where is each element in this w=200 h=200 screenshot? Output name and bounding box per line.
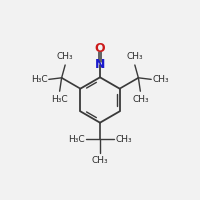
Text: H₃C: H₃C bbox=[31, 75, 47, 84]
Text: CH₃: CH₃ bbox=[92, 156, 108, 165]
Text: H₃C: H₃C bbox=[51, 95, 68, 104]
Text: O: O bbox=[95, 42, 105, 55]
Text: N: N bbox=[95, 58, 105, 71]
Text: CH₃: CH₃ bbox=[127, 52, 143, 61]
Text: CH₃: CH₃ bbox=[115, 135, 132, 144]
Text: CH₃: CH₃ bbox=[57, 52, 73, 61]
Text: CH₃: CH₃ bbox=[153, 75, 169, 84]
Text: H₃C: H₃C bbox=[68, 135, 85, 144]
Text: CH₃: CH₃ bbox=[132, 95, 149, 104]
